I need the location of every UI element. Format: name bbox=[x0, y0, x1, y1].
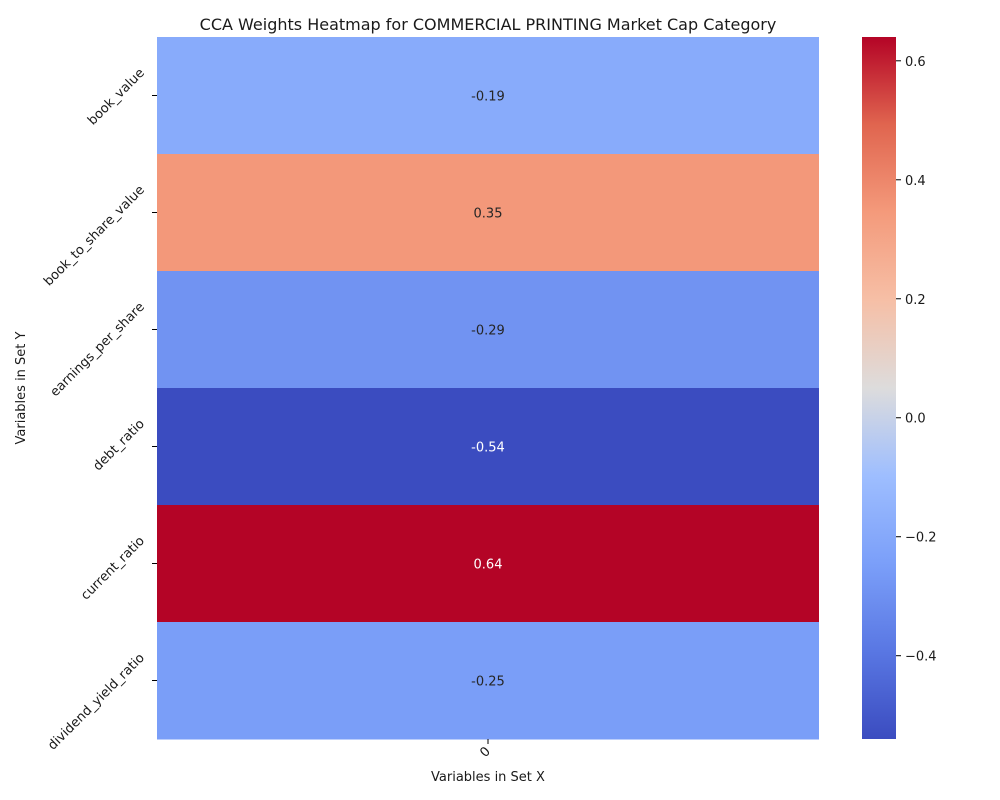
y-tick-label: book_to_share_value bbox=[41, 183, 148, 290]
colorbar-tick-label: 0.6 bbox=[905, 55, 926, 70]
x-axis: 0 bbox=[477, 739, 494, 761]
heatmap-cell-current_ratio bbox=[157, 505, 819, 623]
heatmap-cell-dividend_yield_ratio bbox=[157, 622, 819, 740]
y-tick-label: earnings_per_share bbox=[48, 300, 148, 400]
cell-value-label: -0.25 bbox=[471, 675, 505, 690]
heatmap-cell-book_value bbox=[157, 37, 819, 155]
colorbar-tick-label: −0.2 bbox=[905, 531, 937, 546]
colorbar-tick-label: −0.4 bbox=[905, 650, 937, 665]
cell-value-label: -0.54 bbox=[471, 441, 505, 456]
colorbar bbox=[862, 37, 896, 739]
cell-value-label: -0.19 bbox=[471, 90, 505, 105]
x-tick-label: 0 bbox=[477, 744, 493, 760]
cell-value-label: 0.35 bbox=[474, 207, 503, 222]
y-axis: book_value book_to_share_valueearnings_pe… bbox=[41, 66, 157, 754]
colorbar-tick-label: 0.0 bbox=[905, 412, 926, 427]
chart-title: CCA Weights Heatmap for COMMERCIAL PRINT… bbox=[200, 15, 777, 34]
cell-value-label: 0.64 bbox=[474, 558, 503, 573]
colorbar-ticks: 0.6 0.4 0.2 0.0 −0.2 −0.4 bbox=[896, 55, 937, 665]
y-axis-label: Variables in Set Y bbox=[14, 331, 29, 444]
colorbar-tick-label: 0.4 bbox=[905, 174, 926, 189]
y-tick-label: debt_ratio bbox=[90, 417, 147, 474]
heatmap-cell-book_to_share_value bbox=[157, 154, 819, 272]
colorbar-tick-label: 0.2 bbox=[905, 293, 926, 308]
heatmap-cell-debt_ratio bbox=[157, 388, 819, 506]
y-tick-label: dividend_yield_ratio bbox=[45, 651, 148, 754]
x-axis-label: Variables in Set X bbox=[431, 770, 545, 785]
cell-value-label: -0.29 bbox=[471, 324, 505, 339]
y-tick-label: current_ratio bbox=[78, 534, 148, 604]
heatmap-cells: -0.19 0.35 -0.29 -0.54 0.64 -0.25 bbox=[157, 37, 819, 740]
y-tick-label: book_value bbox=[85, 66, 148, 129]
heatmap-cell-earnings_per_share bbox=[157, 271, 819, 389]
